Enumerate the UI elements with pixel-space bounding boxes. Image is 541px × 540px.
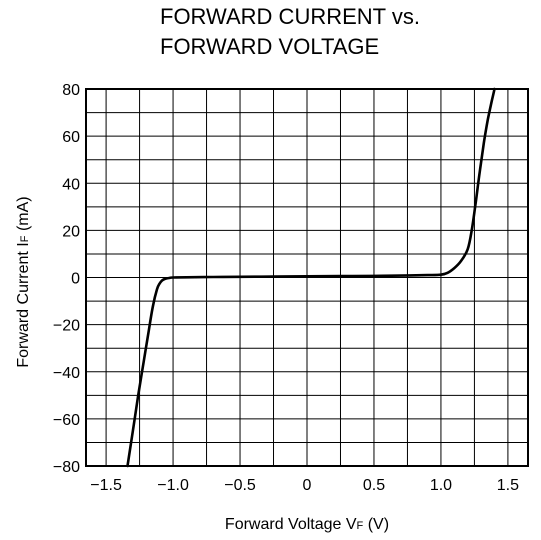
x-tick-label: 1.0 [430, 477, 452, 494]
x-axis-label: Forward Voltage VF (V) [225, 516, 389, 533]
y-tick-label: 20 [62, 223, 80, 240]
chart-title: FORWARD CURRENT vs. FORWARD VOLTAGE [160, 2, 540, 62]
y-tick-label: 80 [62, 82, 80, 99]
y-tick-label: −60 [53, 412, 80, 429]
y-axis-label-unit: (mA) [15, 196, 32, 235]
y-axis-label-main: Forward Current I [15, 242, 32, 367]
series-line [126, 87, 496, 468]
chart-title-line-1: FORWARD CURRENT vs. [160, 4, 420, 29]
x-axis-label-subscript: F [357, 520, 364, 532]
x-tick-label: 0 [303, 477, 312, 494]
y-axis-label: Forward Current IF (mA) [15, 196, 32, 367]
x-tick-label: 0.5 [363, 477, 385, 494]
x-tick-label: −1.0 [157, 477, 189, 494]
y-tick-label: −80 [53, 459, 80, 476]
y-tick-label: −40 [53, 365, 80, 382]
y-tick-label: 60 [62, 129, 80, 146]
chart-title-line-2: FORWARD VOLTAGE [160, 34, 380, 59]
y-tick-label: −20 [53, 318, 80, 335]
x-axis-label-unit: (V) [363, 516, 389, 533]
tick-labels: −1.5 −1.0 −0.5 0 0.5 1.0 1.5 80 60 40 20 0 −20 −40 −60… [53, 82, 519, 494]
y-tick-label: 0 [71, 271, 80, 288]
x-tick-label: 1.5 [497, 477, 519, 494]
plot-frame [85, 88, 529, 467]
x-tick-label: −1.5 [90, 477, 122, 494]
x-tick-label: −0.5 [224, 477, 256, 494]
y-axis-label-subscript: F [19, 235, 31, 242]
grid-lines [86, 89, 528, 466]
y-tick-label: 40 [62, 176, 80, 193]
x-axis-label-main: Forward Voltage V [225, 516, 357, 533]
